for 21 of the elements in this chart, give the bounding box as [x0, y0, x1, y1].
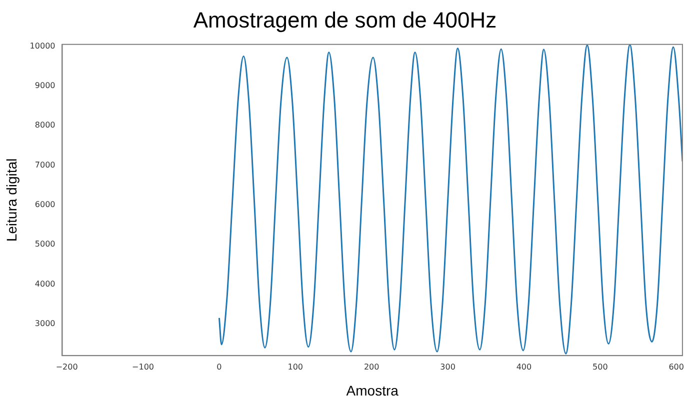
x-axis-title: Amostra — [346, 382, 399, 398]
x-tick-label: −100 — [132, 362, 154, 372]
x-tick-label: 100 — [288, 362, 304, 372]
y-tick-label: 6000 — [34, 200, 56, 210]
x-tick-label: 400 — [516, 362, 532, 372]
y-tick-label: 9000 — [34, 81, 56, 90]
x-tick-label: 300 — [440, 362, 456, 372]
x-tick-label: 500 — [592, 362, 608, 372]
y-tick-label: 3000 — [34, 318, 56, 328]
x-tick-label: 200 — [364, 362, 380, 372]
x-tick-label: 600 — [668, 362, 684, 372]
y-tick-label: 5000 — [34, 240, 56, 249]
x-tick-label: 0 — [216, 362, 222, 372]
y-tick-label: 7000 — [34, 160, 56, 170]
y-axis-title: Leitura digital — [3, 158, 20, 242]
y-tick-label: 4000 — [34, 279, 56, 288]
x-tick-label: −200 — [56, 362, 78, 372]
y-tick-label: 10000 — [30, 41, 56, 50]
line-series — [218, 44, 682, 354]
chart-title: Amostragem de som de 400Hz — [193, 7, 497, 32]
y-tick-label: 8000 — [34, 120, 56, 130]
